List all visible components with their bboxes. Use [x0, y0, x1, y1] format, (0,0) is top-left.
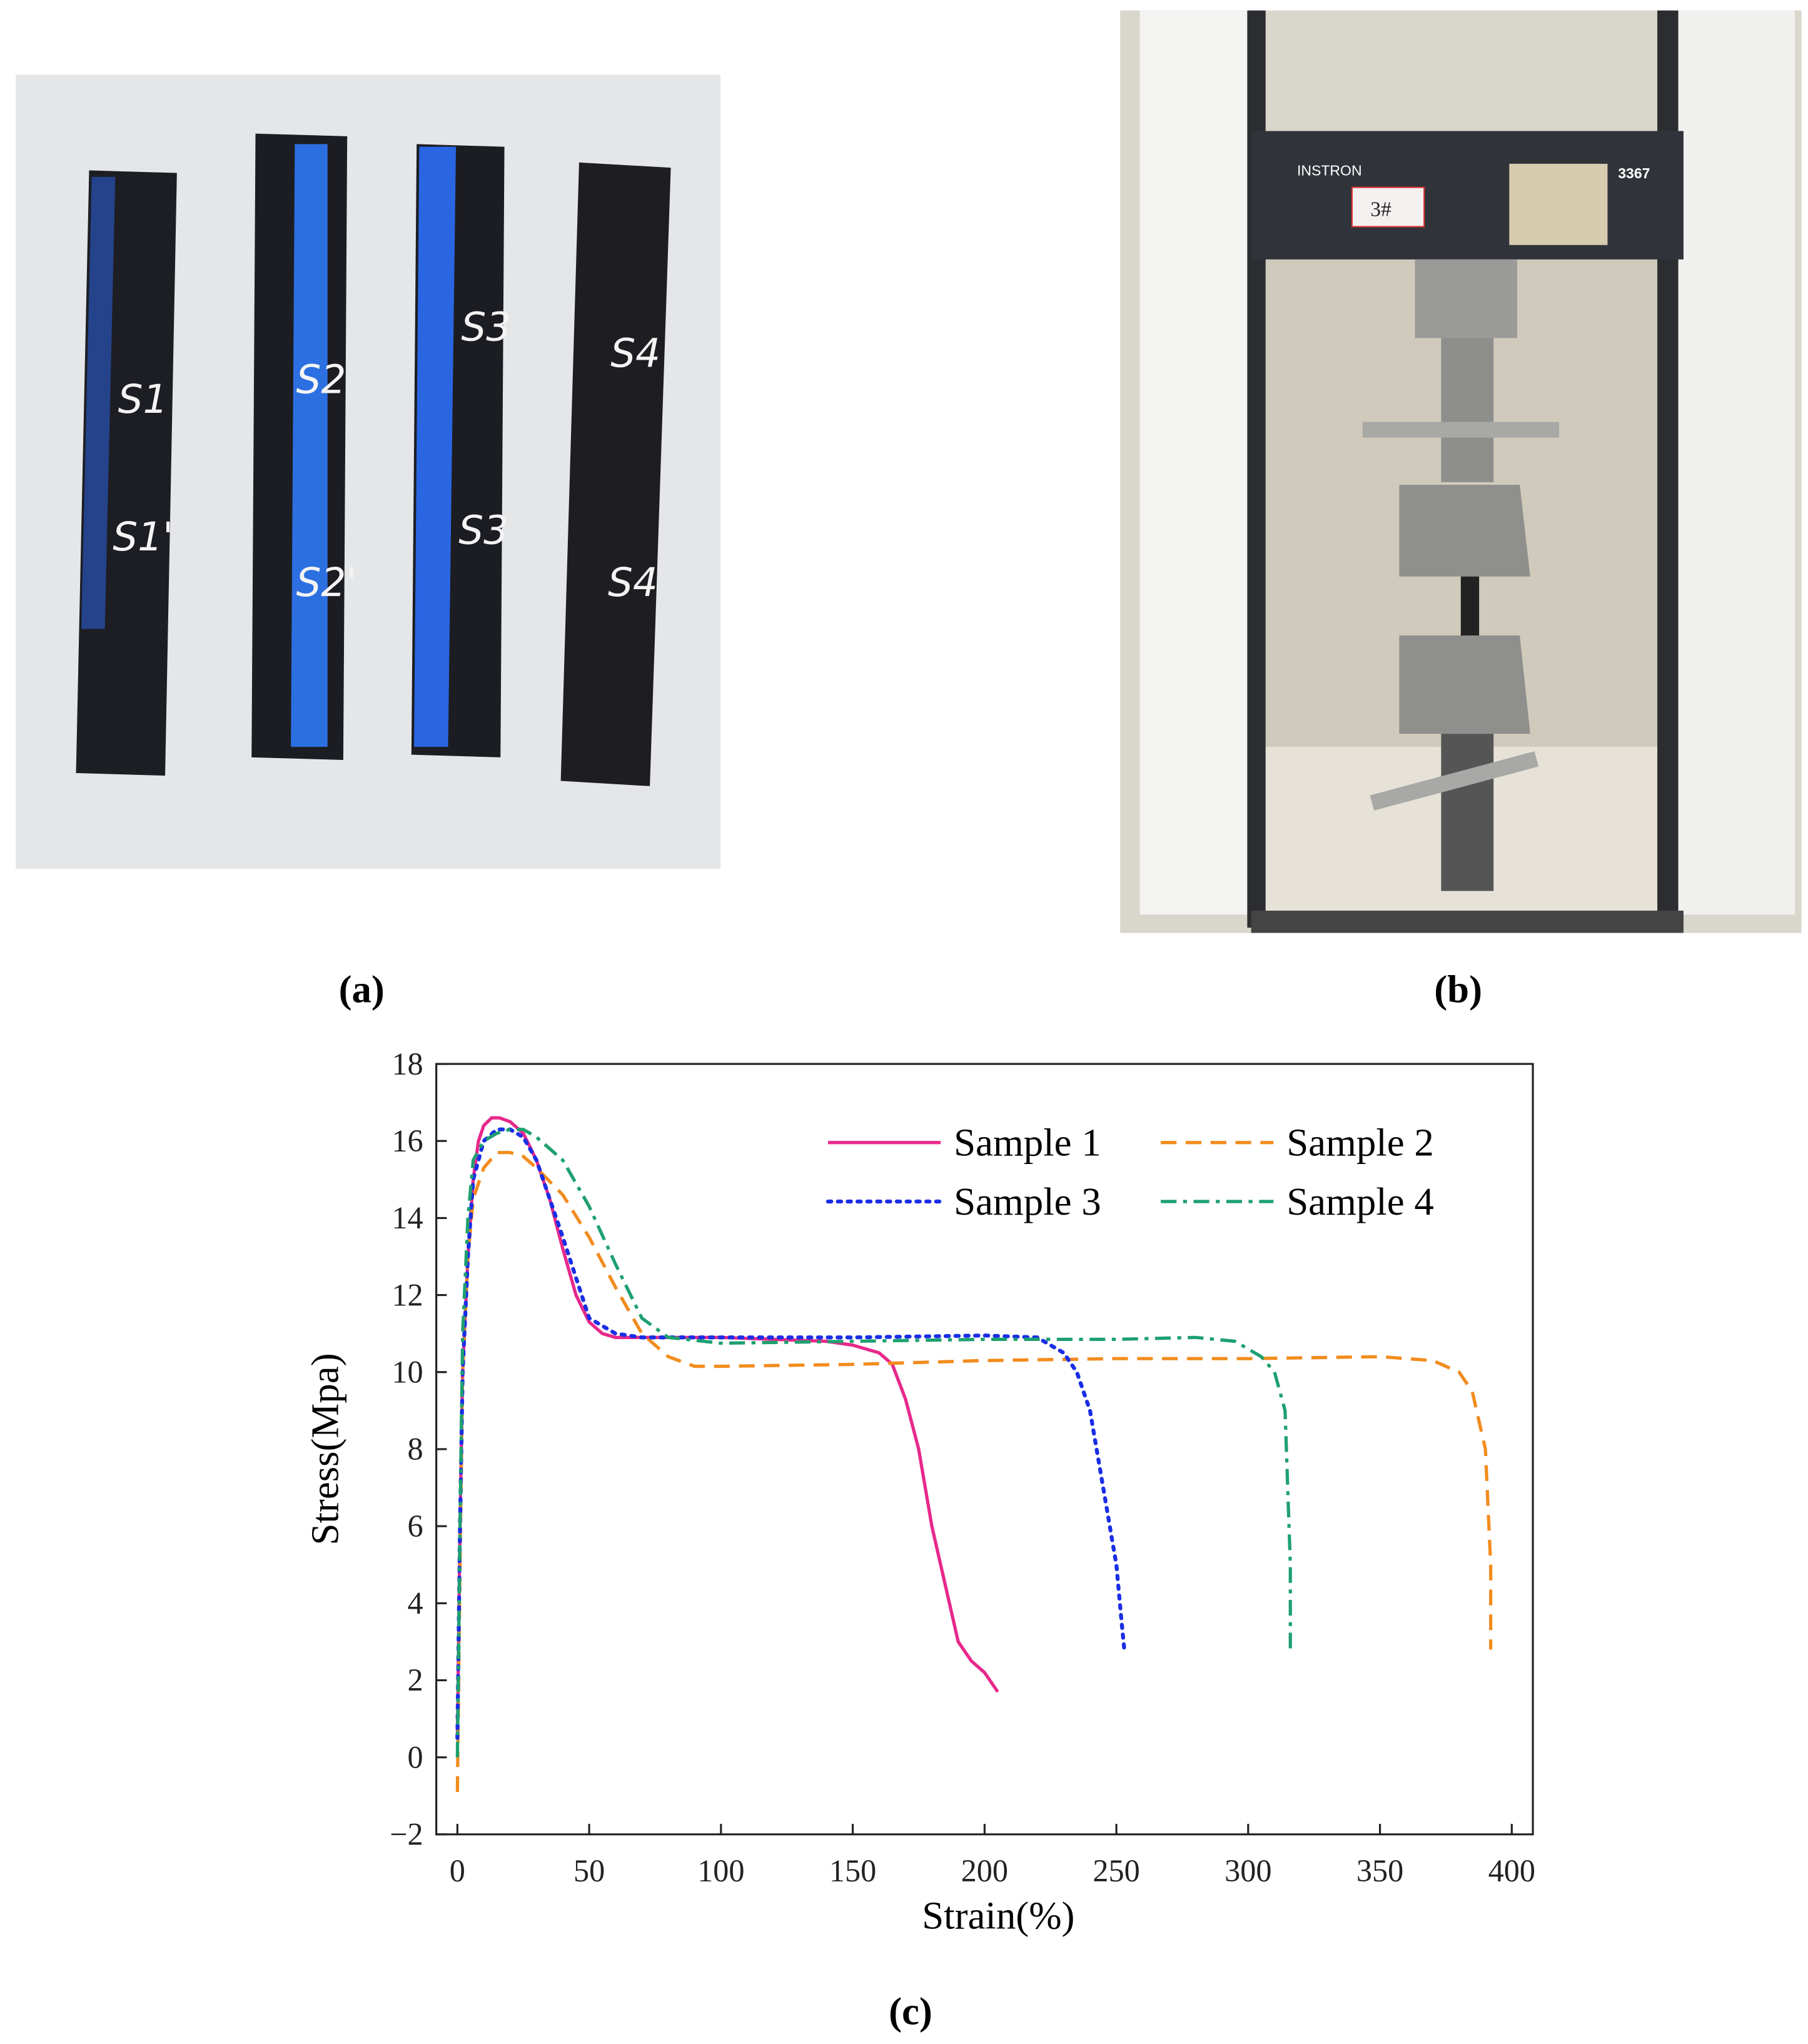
strip-label: S2' [296, 560, 356, 605]
y-tick-label: −2 [390, 1817, 423, 1852]
x-tick-label: 150 [829, 1853, 876, 1888]
y-tick-label: 8 [408, 1432, 423, 1467]
series-line [455, 1128, 1292, 1758]
x-tick-label: 350 [1356, 1853, 1403, 1888]
panel-label: (b) [1434, 968, 1482, 1011]
legend-label: Sample 2 [1286, 1121, 1434, 1165]
y-tick-label: 18 [391, 1046, 423, 1081]
y-tick-label: 0 [408, 1739, 423, 1774]
x-tick-label: 100 [697, 1853, 744, 1888]
strip-label: S3 [458, 507, 508, 553]
legend-label: Sample 3 [954, 1180, 1101, 1223]
machine-tag: 3# [1370, 198, 1391, 221]
y-tick-label: 2 [408, 1662, 423, 1697]
y-tick-label: 14 [391, 1200, 423, 1235]
strip-label: S4 [608, 560, 658, 605]
legend-label: Sample 4 [1286, 1180, 1434, 1223]
x-tick-label: 300 [1225, 1853, 1271, 1888]
panel-label: (c) [889, 1990, 932, 2033]
photo-b [1120, 10, 1802, 933]
x-tick-label: 250 [1093, 1853, 1139, 1888]
series-line [455, 1116, 999, 1738]
series-line [455, 1127, 1126, 1740]
y-tick-label: 12 [391, 1277, 423, 1312]
strip-label: S1' [113, 514, 173, 560]
photo-a [16, 74, 721, 869]
panel-label: (a) [339, 968, 385, 1011]
y-tick-label: 10 [391, 1355, 423, 1390]
series-line [455, 1151, 1493, 1793]
strip-label: S3 [461, 305, 511, 350]
x-tick-label: 50 [573, 1853, 605, 1888]
x-tick-label: 400 [1488, 1853, 1535, 1888]
y-tick-label: 4 [408, 1586, 423, 1621]
y-tick-label: 16 [391, 1123, 423, 1158]
strip-label: S2 [296, 357, 346, 402]
strip-label: S1 [118, 377, 168, 422]
x-tick-label: 200 [961, 1853, 1008, 1888]
strip-label: S4 [610, 331, 660, 377]
legend-label: Sample 1 [954, 1121, 1101, 1165]
machine-brand: INSTRON [1297, 163, 1362, 179]
y-axis-label: Stress(Mpa) [303, 1353, 347, 1545]
x-tick-label: 0 [450, 1853, 465, 1888]
machine-model: 3367 [1618, 165, 1650, 181]
y-tick-label: 6 [408, 1509, 423, 1544]
x-axis-label: Strain(%) [922, 1894, 1074, 1938]
